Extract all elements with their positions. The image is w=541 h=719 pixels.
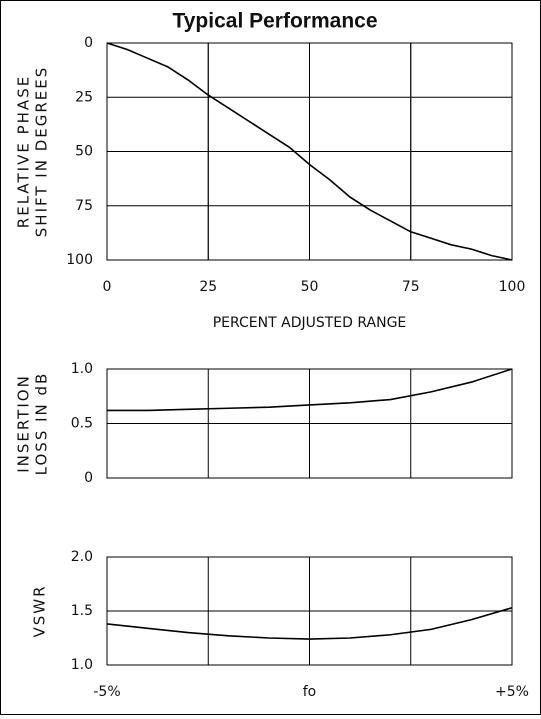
y-tick-label: 50 bbox=[75, 144, 93, 160]
x-axis-label: PERCENT ADJUSTED RANGE bbox=[213, 315, 407, 331]
data-line bbox=[106, 42, 513, 261]
x-tick-label: 25 bbox=[199, 279, 217, 295]
data-line bbox=[106, 606, 513, 640]
y-tick-label: 2.0 bbox=[71, 549, 93, 565]
y-tick-label: 0 bbox=[84, 470, 93, 486]
y-axis-label: LOSS IN dB bbox=[33, 372, 51, 476]
y-tick-label: 0.5 bbox=[71, 416, 93, 432]
x-tick-label: -5% bbox=[93, 684, 120, 700]
y-tick-label: 0 bbox=[84, 35, 93, 51]
x-tick-label: 0 bbox=[103, 279, 112, 295]
y-axis-label: INSERTION bbox=[15, 374, 33, 473]
y-tick-label: 75 bbox=[75, 198, 93, 214]
y-tick-label: 1.0 bbox=[71, 657, 93, 673]
x-tick-label: 100 bbox=[499, 279, 526, 295]
y-axis-label: VSWR bbox=[31, 584, 49, 637]
y-axis-label: SHIFT IN DEGREES bbox=[33, 66, 51, 237]
chart-title: Typical Performance bbox=[172, 10, 377, 33]
y-tick-label: 100 bbox=[66, 252, 93, 268]
y-tick-label: 1.0 bbox=[71, 361, 93, 377]
y-axis-label: RELATIVE PHASE bbox=[15, 75, 33, 228]
x-tick-label: fo bbox=[303, 684, 317, 700]
x-tick-label: 75 bbox=[402, 279, 420, 295]
data-line bbox=[107, 368, 513, 412]
y-tick-label: 1.5 bbox=[71, 603, 93, 619]
y-tick-label: 25 bbox=[75, 89, 93, 105]
x-tick-label: 50 bbox=[301, 279, 319, 295]
x-tick-label: +5% bbox=[495, 684, 529, 700]
